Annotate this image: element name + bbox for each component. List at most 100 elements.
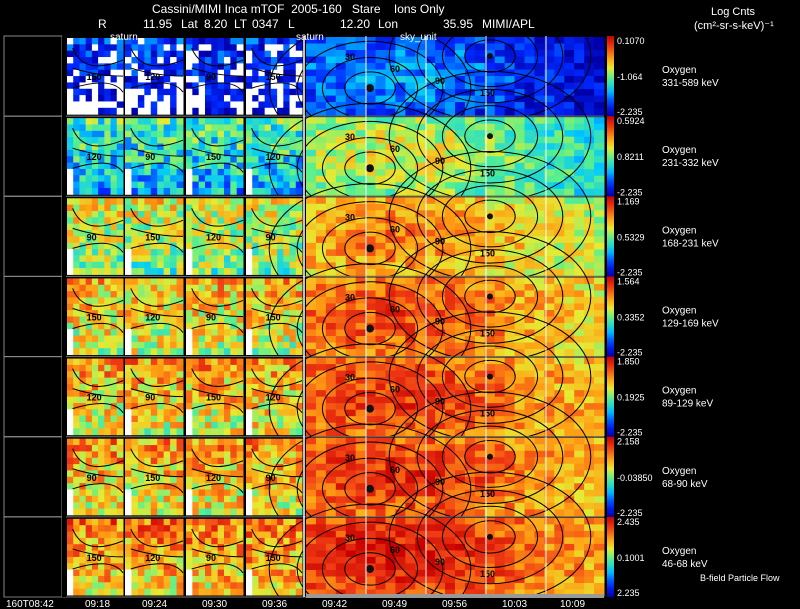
pixel-cell — [474, 383, 486, 391]
pixel-cell — [295, 396, 303, 404]
pixel-cell — [98, 278, 105, 286]
pixel-cell — [73, 402, 80, 410]
pixel-cell — [176, 322, 184, 330]
pixel-cell — [125, 329, 132, 337]
pixel-cell — [264, 223, 272, 231]
pixel-cell — [157, 489, 165, 497]
pixel-cell — [264, 396, 272, 404]
pixel-cell — [264, 377, 272, 385]
pixel-cell — [230, 255, 238, 263]
pixel-cell — [484, 108, 496, 116]
pixel-cell — [150, 236, 158, 244]
pixel-cell — [176, 82, 184, 90]
energy-range-label: 168-231 keV — [662, 238, 719, 249]
pixel-cell — [67, 124, 74, 132]
pixel-cell — [192, 409, 200, 417]
pixel-cell — [594, 210, 605, 218]
pixel-cell — [594, 323, 605, 331]
pixel-cell — [205, 428, 212, 436]
pixel-cell — [230, 44, 238, 52]
pixel-cell — [335, 223, 347, 231]
pixel-cell — [125, 162, 132, 170]
pixel-cell — [474, 502, 486, 510]
pixel-cell — [264, 168, 272, 176]
pixel-cell — [494, 470, 506, 478]
pixel-cell — [230, 130, 238, 138]
pixel-cell — [395, 37, 406, 45]
species-label: Oxygen — [662, 386, 696, 397]
pixel-cell — [137, 149, 145, 157]
pixel-cell — [395, 277, 406, 285]
contour-label: 60 — [390, 385, 400, 395]
panel-4: 150 120 90 1503060901501.5640.3352-2.235Oxy… — [3, 231, 719, 394]
pixel-cell — [375, 262, 386, 270]
pixel-cell — [116, 390, 124, 398]
pixel-cell — [125, 284, 132, 292]
pixel-cell — [544, 56, 555, 64]
pixel-cell — [217, 489, 225, 497]
pixel-cell — [474, 210, 486, 218]
pixel-cell — [474, 390, 486, 398]
pixel-cell — [345, 422, 357, 430]
pixel-cell — [104, 69, 112, 77]
pixel-cell — [144, 249, 152, 256]
pixel-cell — [306, 303, 317, 311]
contour-label: 60 — [390, 304, 400, 314]
pixel-cell — [246, 377, 253, 385]
pixel-cell — [306, 283, 317, 291]
contour-line — [191, 47, 244, 67]
pixel-cell — [236, 457, 244, 465]
pixel-cell — [544, 336, 555, 344]
pixel-cell — [236, 508, 244, 516]
pixel-cell — [564, 483, 575, 491]
pixel-cell — [574, 37, 585, 45]
pixel-cell — [170, 371, 178, 379]
pixel-cell — [79, 101, 87, 109]
pixel-cell — [192, 445, 200, 452]
pixel-cell — [192, 476, 200, 484]
pixel-cell — [514, 130, 526, 138]
pixel-cell — [125, 149, 132, 157]
pixel-cell — [205, 82, 212, 90]
pixel-cell — [504, 175, 516, 183]
pixel-cell — [355, 210, 367, 218]
pixel-cell — [514, 357, 526, 365]
pixel-cell — [157, 348, 165, 356]
pixel-cell — [455, 470, 466, 478]
pixel-cell — [564, 223, 575, 231]
pixel-cell — [110, 255, 118, 263]
pixel-cell — [157, 303, 165, 311]
pixel-cell — [455, 203, 466, 211]
pixel-cell — [445, 416, 456, 424]
pixel-cell — [554, 162, 565, 170]
pixel-cell — [435, 89, 446, 97]
pixel-cell — [464, 296, 476, 304]
pixel-cell — [137, 278, 145, 286]
pixel-cell — [157, 390, 165, 398]
pixel-cell — [484, 309, 496, 317]
pixel-cell — [104, 402, 112, 410]
pixel-cell — [435, 502, 446, 510]
pixel-cell — [110, 82, 118, 90]
pixel-cell — [246, 137, 253, 145]
pixel-cell — [405, 396, 416, 404]
pixel-cell — [415, 390, 426, 398]
pixel-cell — [192, 162, 200, 170]
pixel-cell — [176, 402, 184, 410]
pixel-cell — [150, 428, 158, 436]
pixel-cell — [277, 451, 284, 459]
pixel-cell — [594, 43, 605, 51]
pixel-cell — [163, 249, 171, 256]
pixel-cell — [73, 451, 80, 459]
pixel-cell — [325, 444, 337, 452]
pixel-cell — [104, 316, 112, 324]
pixel-cell — [325, 69, 337, 77]
pixel-cell — [484, 216, 496, 224]
pixel-cell — [289, 390, 297, 398]
pixel-cell — [335, 329, 347, 337]
pixel-cell — [455, 162, 466, 170]
pixel-cell — [544, 130, 555, 138]
pixel-cell — [144, 428, 152, 436]
contour-line — [130, 468, 184, 478]
pixel-cell — [186, 371, 193, 379]
